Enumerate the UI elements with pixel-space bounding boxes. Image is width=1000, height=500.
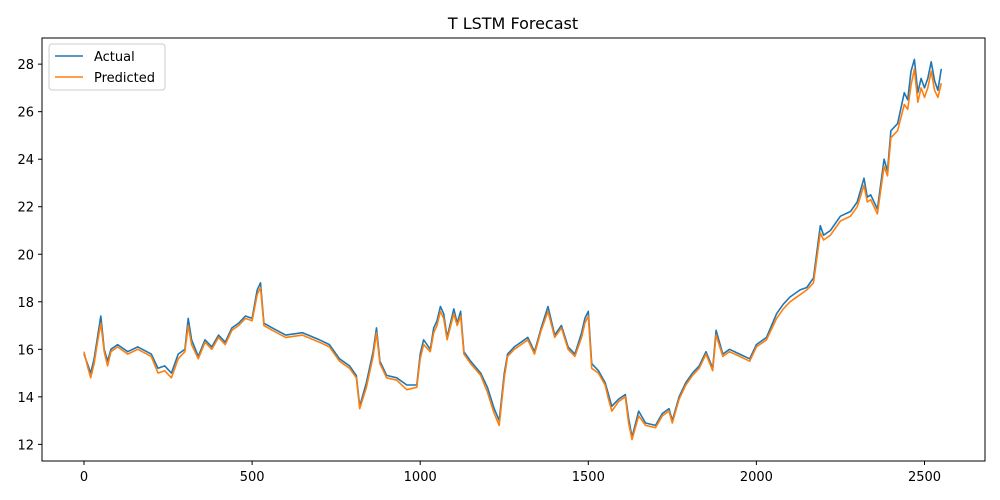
series-line-predicted	[83, 68, 943, 441]
legend: Actual Predicted	[48, 43, 166, 91]
legend-label-actual: Actual	[94, 50, 135, 65]
x-tick-label: 1000	[404, 470, 437, 485]
y-tick-label: 20	[17, 248, 34, 263]
x-tick-label: 0	[80, 470, 88, 485]
x-tick-label: 2000	[740, 470, 773, 485]
y-tick-label: 22	[17, 201, 34, 216]
series-layer	[83, 58, 943, 441]
y-axis: 12 14 16 18 20 22 24 26 28	[17, 58, 42, 453]
y-tick-label: 14	[17, 391, 34, 406]
series-line-actual	[83, 58, 943, 439]
y-tick-label: 28	[17, 58, 34, 73]
x-axis: 0 500 1000 1500 2000 2500	[80, 461, 941, 485]
chart-title: T LSTM Forecast	[447, 14, 578, 33]
y-tick-label: 12	[17, 438, 34, 453]
x-tick-label: 1500	[572, 470, 605, 485]
plot-frame	[41, 37, 986, 462]
y-tick-label: 24	[17, 153, 34, 168]
y-tick-label: 26	[17, 106, 34, 121]
legend-label-predicted: Predicted	[94, 71, 155, 86]
y-tick-label: 18	[17, 296, 34, 311]
y-tick-label: 16	[17, 343, 34, 358]
x-tick-label: 500	[240, 470, 265, 485]
x-tick-label: 2500	[908, 470, 941, 485]
